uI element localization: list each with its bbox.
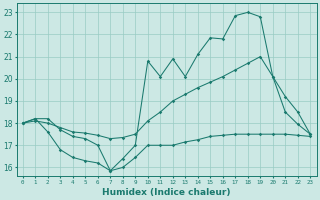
X-axis label: Humidex (Indice chaleur): Humidex (Indice chaleur): [102, 188, 231, 197]
